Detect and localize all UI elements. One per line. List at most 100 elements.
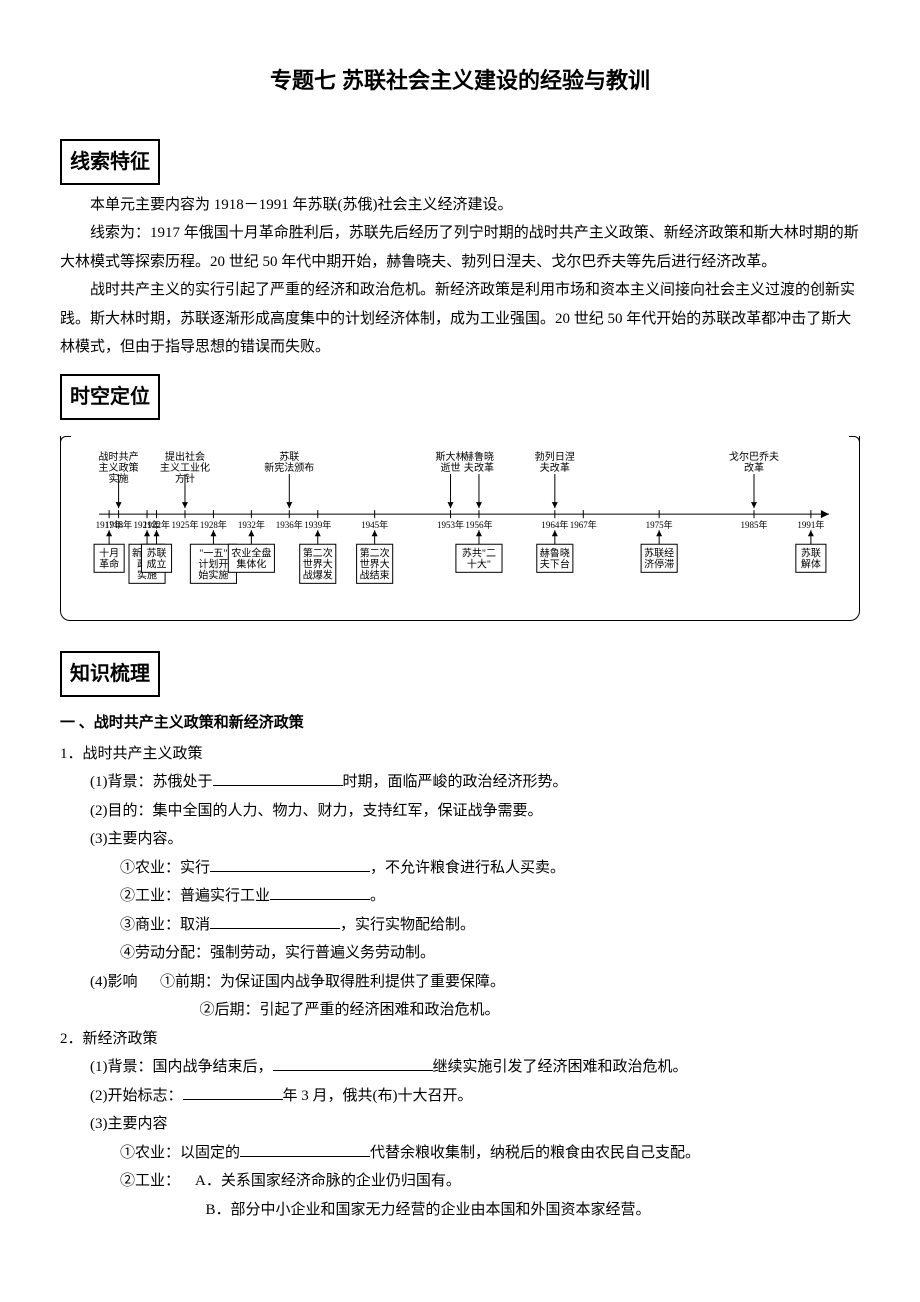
svg-text:斯大林: 斯大林 <box>435 450 465 463</box>
svg-text:战结束: 战结束 <box>360 568 390 581</box>
section-label-2: 时空定位 <box>60 374 160 420</box>
svg-text:第二次: 第二次 <box>360 546 390 559</box>
outline-a1-1: (1)背景：苏俄处于 时期，面临严峻的政治经济形势。 <box>60 768 860 797</box>
svg-text:新宪法颁布: 新宪法颁布 <box>264 461 314 474</box>
svg-text:解体: 解体 <box>801 557 821 570</box>
outline-a2-3-1: ①农业：以固定的 代替余粮收集制，纳税后的粮食由农民自己支配。 <box>60 1139 860 1168</box>
intro-p2: 线索为：1917 年俄国十月革命胜利后，苏联先后经历了列宁时期的战时共产主义政策… <box>60 219 860 276</box>
svg-text:1967年: 1967年 <box>570 519 597 530</box>
outline-a1-3-2: ②工业：普遍实行工业 。 <box>60 882 860 911</box>
text: ③商业：取消 <box>120 917 210 933</box>
svg-text:苏联: 苏联 <box>147 546 167 559</box>
timeline-svg: 1917年1918年1921年1922年1925年1928年1932年1936年… <box>69 448 851 608</box>
text: 。 <box>370 888 385 904</box>
section-label-1: 线索特征 <box>60 139 160 185</box>
svg-text:1945年: 1945年 <box>361 519 388 530</box>
svg-text:夫改革: 夫改革 <box>540 461 570 474</box>
svg-text:世界大: 世界大 <box>303 557 333 570</box>
outline-a2-3-2B: B．部分中小企业和国家无力经营的企业由本国和外国资本家经营。 <box>60 1196 860 1225</box>
svg-text:革命: 革命 <box>99 557 119 570</box>
svg-text:赫鲁晓: 赫鲁晓 <box>464 450 494 463</box>
svg-text:战爆发: 战爆发 <box>303 568 333 581</box>
blank <box>273 1055 433 1071</box>
svg-text:1928年: 1928年 <box>200 519 227 530</box>
outline-a2-1: (1)背景：国内战争结束后， 继续实施引发了经济困难和政治危机。 <box>60 1053 860 1082</box>
svg-text:始实施: 始实施 <box>198 568 228 581</box>
blank <box>213 770 343 786</box>
outline-a1-3-4: ④劳动分配：强制劳动，实行普遍义务劳动制。 <box>60 939 860 968</box>
text: (2)开始标志： <box>90 1088 183 1104</box>
text: ①农业：实行 <box>120 860 210 876</box>
intro-p3: 战时共产主义的实行引起了严重的经济和政治危机。新经济政策是利用市场和资本主义间接… <box>60 276 860 362</box>
svg-text:1932年: 1932年 <box>238 519 265 530</box>
svg-text:1956年: 1956年 <box>465 519 492 530</box>
svg-text:1985年: 1985年 <box>740 519 767 530</box>
text: ②工业：普遍实行工业 <box>120 888 270 904</box>
svg-text:主义政策: 主义政策 <box>99 461 139 474</box>
outline-a1-4-2: ②后期：引起了严重的经济困难和政治危机。 <box>60 996 860 1025</box>
outline-A: 一 、战时共产主义政策和新经济政策 <box>60 709 860 738</box>
svg-text:戈尔巴乔夫: 戈尔巴乔夫 <box>729 450 779 463</box>
svg-text:实施: 实施 <box>109 472 129 485</box>
svg-text:十月: 十月 <box>99 546 119 559</box>
outline-a1-3: (3)主要内容。 <box>60 825 860 854</box>
outline-a2: 2．新经济政策 <box>60 1025 860 1054</box>
svg-text:世界大: 世界大 <box>360 557 390 570</box>
svg-text:主义工业化: 主义工业化 <box>160 461 210 474</box>
svg-text:1953年: 1953年 <box>437 519 464 530</box>
text: 继续实施引发了经济困难和政治危机。 <box>433 1059 688 1075</box>
page-title: 专题七 苏联社会主义建设的经验与教训 <box>60 60 860 102</box>
text: ①前期：为保证国内战争取得胜利提供了重要保障。 <box>160 974 505 990</box>
outline-a1-3-1: ①农业：实行 ，不允许粮食进行私人买卖。 <box>60 854 860 883</box>
text: 代替余粮收集制，纳税后的粮食由农民自己支配。 <box>370 1145 700 1161</box>
svg-text:计划开: 计划开 <box>198 557 228 570</box>
svg-text:苏联经: 苏联经 <box>644 546 674 559</box>
text: ，实行实物配给制。 <box>340 917 475 933</box>
svg-text:勃列日涅: 勃列日涅 <box>535 450 575 463</box>
svg-text:"一五": "一五" <box>199 548 227 559</box>
svg-text:夫下台: 夫下台 <box>540 557 570 570</box>
outline-a1-4: (4)影响 ①前期：为保证国内战争取得胜利提供了重要保障。 <box>60 968 860 997</box>
text: ②工业： <box>120 1173 180 1189</box>
svg-text:1964年: 1964年 <box>541 519 568 530</box>
svg-text:1939年: 1939年 <box>304 519 331 530</box>
outline-a1-3-3: ③商业：取消 ，实行实物配给制。 <box>60 911 860 940</box>
svg-text:第二次: 第二次 <box>303 546 333 559</box>
svg-text:十大": 十大" <box>467 557 491 570</box>
text: A．关系国家经济命脉的企业仍归国有。 <box>195 1173 461 1189</box>
svg-text:苏联: 苏联 <box>801 546 821 559</box>
svg-text:1975年: 1975年 <box>646 519 673 530</box>
svg-text:成立: 成立 <box>147 557 167 570</box>
blank <box>183 1084 283 1100</box>
svg-text:战时共产: 战时共产 <box>99 450 139 463</box>
svg-text:1991年: 1991年 <box>797 519 824 530</box>
svg-text:夫改革: 夫改革 <box>464 461 494 474</box>
outline-a1: 1．战时共产主义政策 <box>60 740 860 769</box>
outline-a1-2: (2)目的：集中全国的人力、物力、财力，支持红军，保证战争需要。 <box>60 797 860 826</box>
svg-text:集体化: 集体化 <box>236 557 266 570</box>
text: 时期，面临严峻的政治经济形势。 <box>343 774 568 790</box>
svg-text:农业全盘: 农业全盘 <box>231 546 271 559</box>
section-label-3: 知识梳理 <box>60 651 160 697</box>
svg-text:1918年: 1918年 <box>105 519 132 530</box>
timeline: 1917年1918年1921年1922年1925年1928年1932年1936年… <box>60 436 860 621</box>
text: (1)背景：苏俄处于 <box>90 774 213 790</box>
svg-text:赫鲁晓: 赫鲁晓 <box>540 546 570 559</box>
svg-text:苏共"二: 苏共"二 <box>462 546 496 559</box>
svg-text:1922年: 1922年 <box>143 519 170 530</box>
blank <box>210 913 340 929</box>
blank <box>270 884 370 900</box>
blank <box>240 1141 370 1157</box>
svg-text:1936年: 1936年 <box>276 519 303 530</box>
svg-text:提出社会: 提出社会 <box>165 450 205 463</box>
svg-text:方针: 方针 <box>175 472 195 485</box>
text: ①农业：以固定的 <box>120 1145 240 1161</box>
text: ，不允许粮食进行私人买卖。 <box>370 860 565 876</box>
text: (4)影响 <box>90 974 138 990</box>
svg-text:改革: 改革 <box>744 461 764 474</box>
blank <box>210 856 370 872</box>
svg-text:济停滞: 济停滞 <box>644 557 674 570</box>
text: (1)背景：国内战争结束后， <box>90 1059 273 1075</box>
svg-text:逝世: 逝世 <box>440 461 460 474</box>
intro-p1: 本单元主要内容为 1918－1991 年苏联(苏俄)社会主义经济建设。 <box>60 191 860 220</box>
